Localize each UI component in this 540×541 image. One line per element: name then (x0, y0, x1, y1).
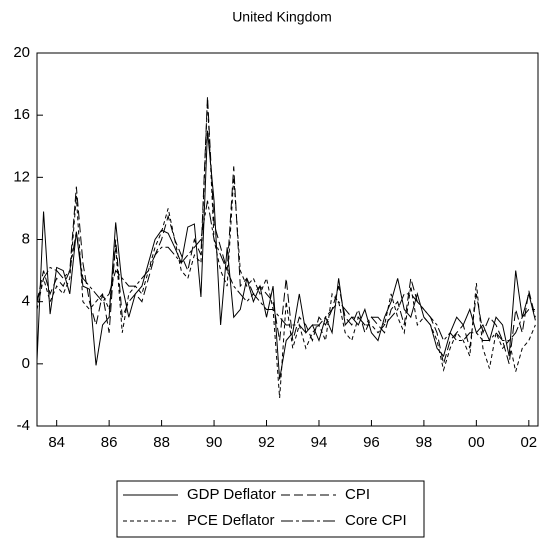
x-tick-label: 94 (311, 434, 328, 451)
y-tick-label: 0 (22, 355, 30, 372)
x-tick-label: 88 (153, 434, 170, 451)
x-tick-label: 84 (48, 434, 65, 451)
legend-label: CPI (345, 486, 370, 503)
y-tick-label: 12 (13, 168, 30, 185)
series-line (36, 99, 536, 399)
series-line (36, 130, 536, 380)
series-line (36, 200, 536, 342)
y-tick-label: 16 (13, 106, 30, 123)
x-tick-label: 98 (416, 434, 433, 451)
legend-box (116, 480, 425, 538)
x-tick-label: 02 (520, 434, 537, 451)
x-tick-label: 86 (101, 434, 118, 451)
x-tick-label: 92 (258, 434, 275, 451)
y-tick-label: -4 (17, 417, 30, 434)
x-tick-label: 90 (206, 434, 223, 451)
y-tick-label: 4 (22, 293, 30, 310)
plot-frame (36, 52, 539, 427)
legend-label: Core CPI (345, 512, 407, 529)
x-tick-label: 00 (468, 434, 485, 451)
chart-title: United Kingdom (232, 9, 332, 25)
x-tick-label: 96 (363, 434, 380, 451)
y-tick-label: 20 (13, 44, 30, 61)
legend-label: PCE Deflator (187, 512, 275, 529)
legend-label: GDP Deflator (187, 486, 276, 503)
y-tick-label: 8 (22, 230, 30, 247)
series-line (36, 96, 536, 364)
